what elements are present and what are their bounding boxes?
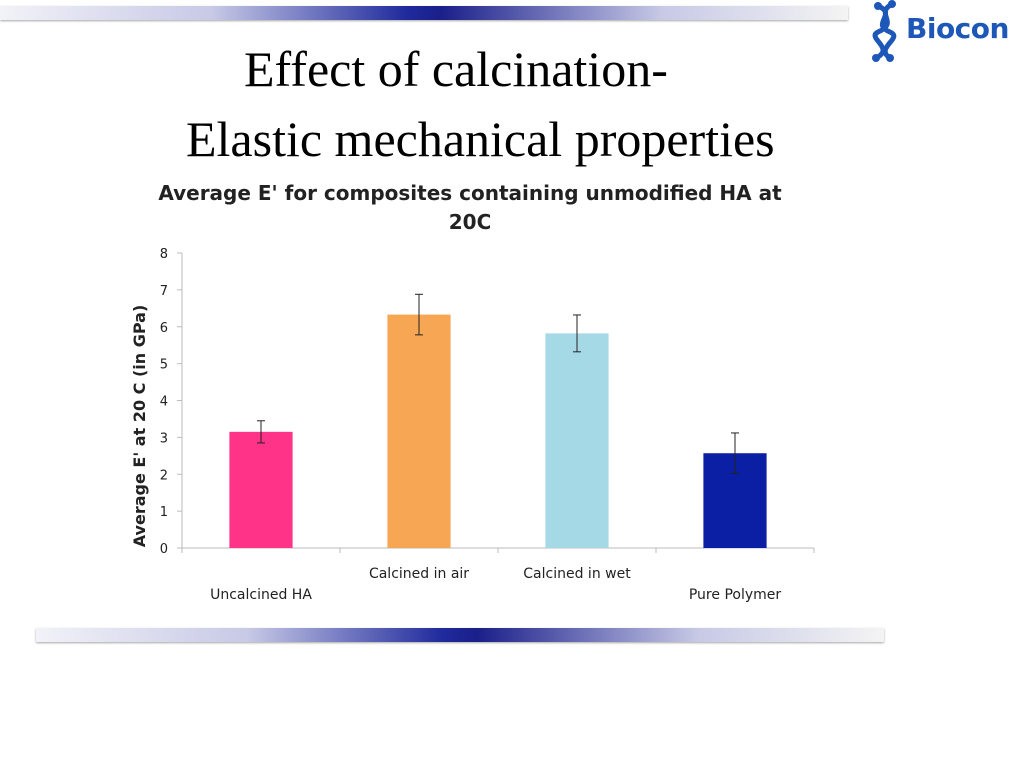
chart-bars (229, 293, 767, 548)
bar-calcined-in-air (387, 314, 451, 548)
chart-title-line2: 20C (449, 210, 492, 234)
bottom-decorative-band (36, 628, 884, 642)
x-category-label: Calcined in air (369, 566, 469, 582)
y-tick-label: 1 (160, 505, 168, 520)
biocon-logo: Biocon (864, 0, 1024, 64)
chart-title-line1: Average E' for composites containing unm… (158, 181, 782, 205)
y-axis-label: Average E' at 20 C (in GPa) (130, 305, 149, 548)
chart-category-labels: Uncalcined HA Calcined in air Calcined in … (210, 566, 781, 603)
y-tick-label: 3 (160, 431, 168, 446)
y-tick-label: 0 (160, 542, 168, 557)
bar-uncalcined-ha (229, 431, 293, 548)
x-category-label: Pure Polymer (689, 587, 782, 603)
y-tick-label: 4 (160, 395, 168, 410)
biocon-helix-icon (872, 0, 897, 62)
y-tick-label: 5 (160, 358, 168, 373)
bar-calcined-in-wet (545, 333, 609, 548)
y-tick-label: 6 (160, 321, 168, 336)
y-tick-label: 7 (160, 284, 168, 299)
slide-title-line1: Effect of calcination- (244, 41, 668, 97)
x-category-label: Uncalcined HA (210, 587, 312, 603)
bar-chart: Average E' for composites containing unm… (130, 181, 815, 603)
x-category-label: Calcined in wet (523, 566, 631, 582)
y-tick-label: 2 (160, 468, 168, 483)
top-decorative-band (0, 6, 848, 20)
y-tick-label: 8 (160, 247, 168, 262)
slide-title-line2: Elastic mechanical properties (186, 111, 775, 167)
logo-text: Biocon (906, 12, 1009, 45)
